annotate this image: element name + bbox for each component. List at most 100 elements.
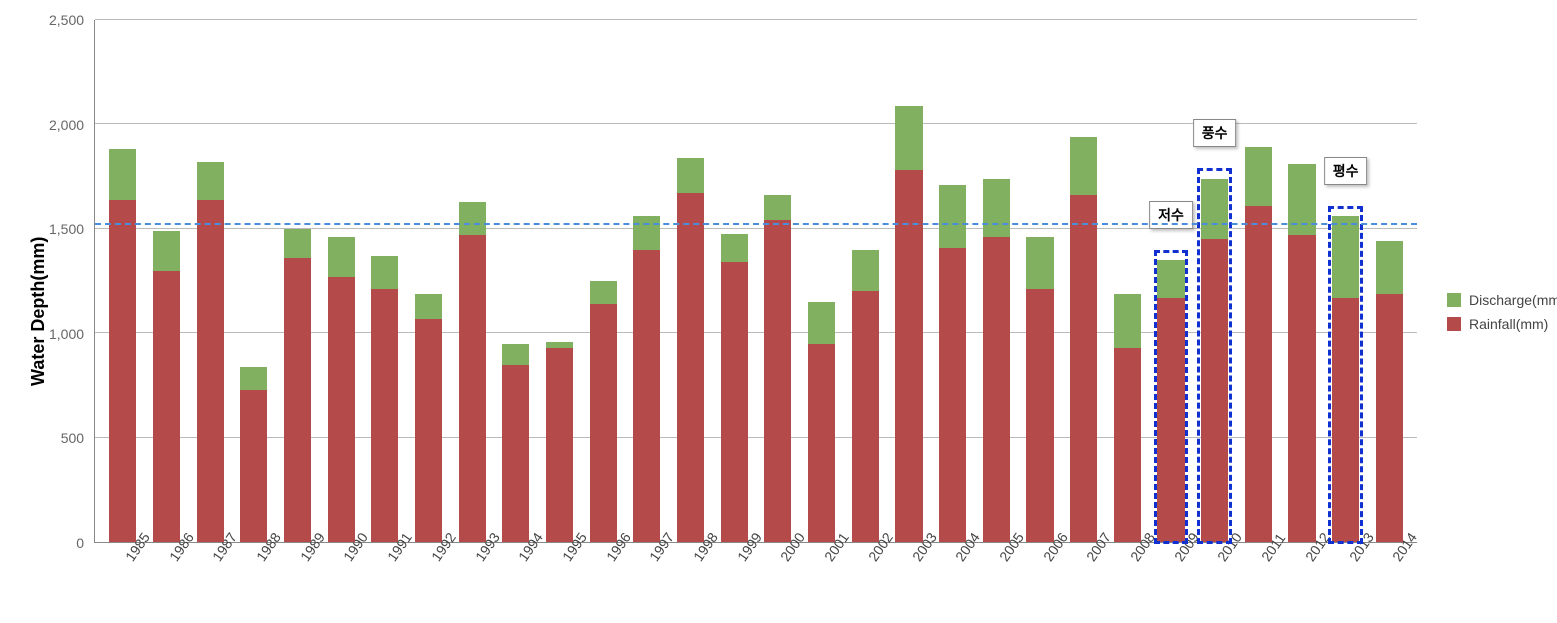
- bars-container: 저수풍수평수: [95, 20, 1417, 542]
- bar-slot: 평수: [1324, 20, 1368, 542]
- discharge-segment: [1201, 179, 1228, 240]
- discharge-segment: [677, 158, 704, 193]
- discharge-segment: [1157, 260, 1184, 298]
- bar-slot: [494, 20, 538, 542]
- bar: [153, 20, 180, 542]
- bar: [415, 20, 442, 542]
- bar-slot: [581, 20, 625, 542]
- x-axis-ticks: 1985198619871988198919901991199219931994…: [94, 543, 1417, 603]
- bar: [1376, 20, 1403, 542]
- discharge-segment: [1332, 216, 1359, 297]
- discharge-segment: [459, 202, 486, 235]
- chart-main: 2,5002,0001,5001,0005000 저수풍수평수 0,000 19…: [49, 20, 1417, 603]
- rainfall-segment: [109, 200, 136, 542]
- rainfall-segment: [328, 277, 355, 542]
- bar-slot: [407, 20, 451, 542]
- discharge-segment: [1114, 294, 1141, 348]
- bar: [939, 20, 966, 542]
- rainfall-segment: [1245, 206, 1272, 542]
- discharge-segment: [109, 149, 136, 199]
- rainfall-segment: [808, 344, 835, 542]
- discharge-segment: [240, 367, 267, 390]
- legend-label: Rainfall(mm): [1469, 316, 1548, 332]
- discharge-segment: [502, 344, 529, 365]
- reference-line: [95, 223, 1417, 225]
- bar-slot: [625, 20, 669, 542]
- bar-slot: 풍수: [1193, 20, 1237, 542]
- discharge-segment: [895, 106, 922, 171]
- discharge-segment: [197, 162, 224, 200]
- legend: Discharge(mm)Rainfall(mm): [1417, 20, 1557, 603]
- bar-slot: [145, 20, 189, 542]
- rainfall-segment: [1332, 298, 1359, 542]
- discharge-segment: [983, 179, 1010, 237]
- bar-slot: [276, 20, 320, 542]
- rainfall-segment: [633, 250, 660, 542]
- rainfall-segment: [590, 304, 617, 542]
- rainfall-segment: [1288, 235, 1315, 542]
- annotation-label: 풍수: [1193, 119, 1237, 147]
- bar-slot: [1018, 20, 1062, 542]
- rainfall-segment: [153, 271, 180, 542]
- discharge-segment: [721, 234, 748, 262]
- bar-slot: [1106, 20, 1150, 542]
- rainfall-segment: [1114, 348, 1141, 542]
- bar-slot: [712, 20, 756, 542]
- bar: [808, 20, 835, 542]
- bar: [590, 20, 617, 542]
- bar: [1157, 20, 1184, 542]
- rainfall-segment: [459, 235, 486, 542]
- bar: [1114, 20, 1141, 542]
- rainfall-segment: [1157, 298, 1184, 542]
- bar-slot: [1237, 20, 1281, 542]
- bar-slot: [188, 20, 232, 542]
- rainfall-segment: [764, 220, 791, 542]
- bar-slot: [101, 20, 145, 542]
- bar: [1201, 20, 1228, 542]
- rainfall-segment: [546, 348, 573, 542]
- bar-slot: [887, 20, 931, 542]
- bar-slot: [319, 20, 363, 542]
- discharge-segment: [939, 185, 966, 248]
- rainfall-segment: [895, 170, 922, 542]
- rainfall-segment: [1201, 239, 1228, 542]
- rainfall-segment: [197, 200, 224, 542]
- bar: [109, 20, 136, 542]
- bar-slot: [843, 20, 887, 542]
- legend-item: Rainfall(mm): [1447, 316, 1557, 332]
- rainfall-segment: [852, 291, 879, 542]
- discharge-segment: [764, 195, 791, 220]
- bar: [983, 20, 1010, 542]
- bar-slot: [1062, 20, 1106, 542]
- bar: [721, 20, 748, 542]
- bar-slot: [363, 20, 407, 542]
- rainfall-segment: [371, 289, 398, 542]
- bar: [1026, 20, 1053, 542]
- discharge-segment: [328, 237, 355, 277]
- discharge-segment: [1070, 137, 1097, 195]
- bar: [677, 20, 704, 542]
- bar-slot: [756, 20, 800, 542]
- legend-swatch: [1447, 317, 1461, 331]
- y-axis-title: Water Depth(mm): [20, 20, 49, 603]
- discharge-segment: [1026, 237, 1053, 289]
- rainfall-segment: [502, 365, 529, 542]
- rainfall-segment: [240, 390, 267, 542]
- y-axis-ticks: 2,5002,0001,5001,0005000: [49, 20, 94, 543]
- discharge-segment: [1245, 147, 1272, 205]
- bar: [1332, 20, 1359, 542]
- rainfall-segment: [284, 258, 311, 542]
- legend-swatch: [1447, 293, 1461, 307]
- discharge-segment: [1376, 241, 1403, 293]
- x-axis: 0,000 1985198619871988198919901991199219…: [49, 543, 1417, 603]
- bar: [502, 20, 529, 542]
- bar: [895, 20, 922, 542]
- bar-slot: [232, 20, 276, 542]
- bar: [459, 20, 486, 542]
- discharge-segment: [808, 302, 835, 344]
- discharge-segment: [371, 256, 398, 289]
- discharge-segment: [284, 229, 311, 258]
- bar: [764, 20, 791, 542]
- bar: [633, 20, 660, 542]
- bar: [1245, 20, 1272, 542]
